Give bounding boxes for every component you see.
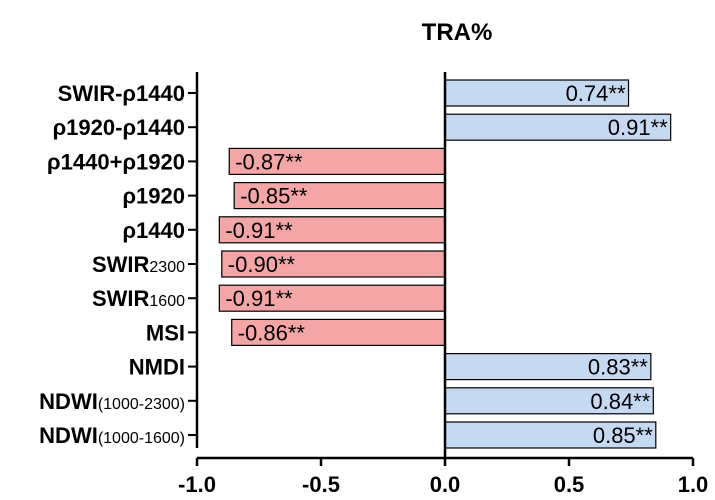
- bar: [218, 284, 446, 312]
- bar: [221, 250, 446, 278]
- data-label: -0.91**: [225, 218, 293, 243]
- bar: [231, 318, 446, 346]
- bar: [444, 421, 657, 449]
- bar: [228, 147, 446, 175]
- category-label: ρ1920: [122, 184, 185, 209]
- x-tick-label: 1.0: [678, 472, 709, 495]
- data-label: -0.91**: [225, 286, 293, 311]
- category-label: ρ1440+ρ1920: [47, 149, 185, 174]
- category-label: ρ1440: [122, 218, 185, 243]
- bars-layer: [218, 79, 672, 449]
- category-label: SWIR1600: [92, 286, 185, 311]
- chart-title: TRA%: [422, 19, 493, 46]
- category-label: NDWI(1000-1600): [39, 423, 185, 448]
- data-label: 0.83**: [588, 355, 648, 380]
- bar: [218, 216, 446, 244]
- data-label: -0.85**: [240, 184, 308, 209]
- data-label: 0.91**: [608, 115, 668, 140]
- data-label: -0.86**: [238, 320, 306, 345]
- bar: [444, 113, 672, 141]
- category-label: MSI: [146, 320, 185, 345]
- data-label: 0.85**: [593, 423, 653, 448]
- data-label: 0.74**: [566, 81, 626, 106]
- category-label: ρ1920-ρ1440: [53, 115, 185, 140]
- x-tick-label: 0.0: [430, 472, 461, 495]
- x-tick-label: -0.5: [302, 472, 340, 495]
- category-label: NMDI: [129, 355, 185, 380]
- category-label: SWIR2300: [92, 252, 185, 277]
- x-tick-label: -1.0: [178, 472, 216, 495]
- data-label: -0.90**: [228, 252, 296, 277]
- x-tick-label: 0.5: [554, 472, 585, 495]
- labels-layer: 0.74** SWIR-ρ1440 0.91** ρ1920-ρ1440 -0.87**…: [39, 81, 709, 497]
- category-label: NDWI(1000-2300): [39, 389, 185, 414]
- category-label: SWIR-ρ1440: [58, 81, 185, 106]
- bar: [444, 387, 654, 415]
- axes-layer: [188, 72, 695, 466]
- data-label: -0.87**: [235, 149, 303, 174]
- data-label: 0.84**: [590, 389, 650, 414]
